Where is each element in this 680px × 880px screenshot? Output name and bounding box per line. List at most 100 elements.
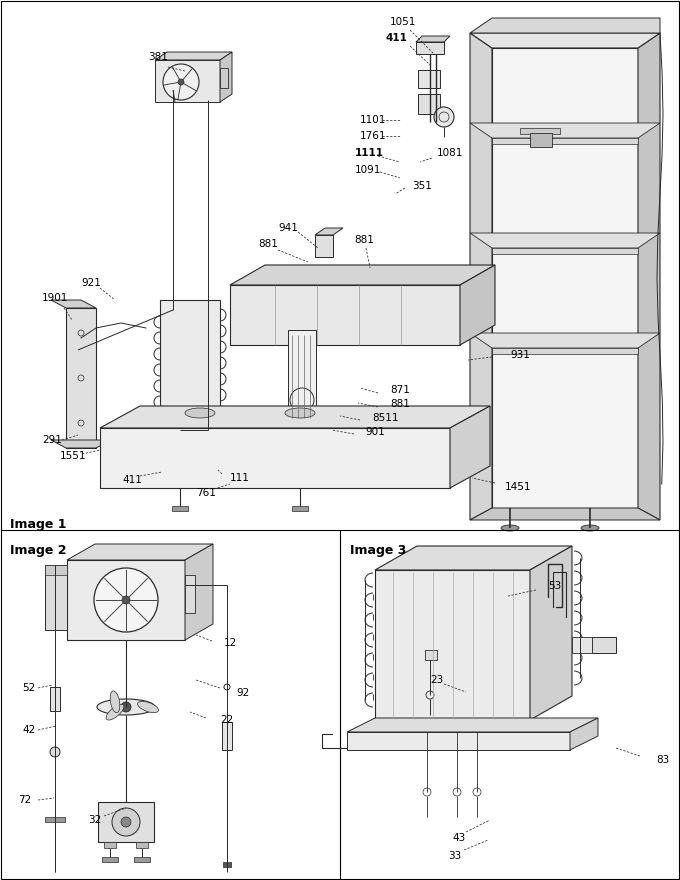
Polygon shape bbox=[155, 52, 232, 60]
Bar bbox=[50, 687, 60, 711]
Bar bbox=[104, 842, 116, 848]
Bar bbox=[492, 348, 638, 354]
Text: 931: 931 bbox=[510, 350, 530, 360]
Polygon shape bbox=[66, 308, 96, 448]
Text: 53: 53 bbox=[548, 581, 561, 591]
Text: 72: 72 bbox=[18, 795, 31, 805]
Bar bbox=[292, 506, 308, 511]
Polygon shape bbox=[470, 33, 660, 48]
Text: 1111: 1111 bbox=[355, 148, 384, 158]
Text: 52: 52 bbox=[22, 683, 35, 693]
Polygon shape bbox=[570, 718, 598, 750]
Bar bbox=[102, 857, 118, 862]
Polygon shape bbox=[470, 333, 660, 348]
Polygon shape bbox=[470, 18, 660, 33]
Bar bbox=[492, 48, 638, 508]
Bar bbox=[418, 70, 440, 88]
Ellipse shape bbox=[285, 408, 315, 418]
Bar bbox=[45, 817, 65, 822]
Text: 1901: 1901 bbox=[42, 293, 69, 303]
Polygon shape bbox=[375, 570, 530, 720]
Text: 1551: 1551 bbox=[60, 451, 86, 461]
Ellipse shape bbox=[581, 525, 599, 531]
Ellipse shape bbox=[501, 525, 519, 531]
Polygon shape bbox=[155, 60, 220, 102]
Text: 8511: 8511 bbox=[372, 413, 398, 423]
Text: 42: 42 bbox=[22, 725, 35, 735]
Bar bbox=[222, 722, 232, 750]
Text: 901: 901 bbox=[365, 427, 385, 437]
Circle shape bbox=[94, 568, 158, 632]
Text: Image 1: Image 1 bbox=[10, 518, 67, 531]
Text: 12: 12 bbox=[224, 638, 237, 648]
Text: 381: 381 bbox=[148, 52, 168, 62]
Bar bbox=[592, 637, 616, 653]
Polygon shape bbox=[460, 265, 495, 345]
Bar bbox=[136, 842, 148, 848]
Bar bbox=[223, 862, 231, 867]
Text: 881: 881 bbox=[354, 235, 374, 245]
Bar bbox=[67, 560, 185, 640]
Circle shape bbox=[121, 702, 131, 712]
Polygon shape bbox=[530, 546, 572, 720]
Polygon shape bbox=[470, 508, 660, 520]
Text: 32: 32 bbox=[88, 815, 101, 825]
Circle shape bbox=[121, 817, 131, 827]
Ellipse shape bbox=[110, 691, 120, 713]
Bar bbox=[425, 650, 437, 660]
Text: 941: 941 bbox=[278, 223, 298, 233]
Bar bbox=[416, 42, 444, 54]
Polygon shape bbox=[51, 300, 96, 308]
Text: 1051: 1051 bbox=[390, 17, 416, 27]
Ellipse shape bbox=[137, 701, 158, 713]
Text: Image 3: Image 3 bbox=[350, 544, 407, 557]
Text: Image 2: Image 2 bbox=[10, 544, 67, 557]
Circle shape bbox=[434, 107, 454, 127]
Polygon shape bbox=[230, 285, 460, 345]
Bar bbox=[418, 94, 440, 114]
Polygon shape bbox=[100, 406, 490, 428]
Text: 411: 411 bbox=[122, 475, 142, 485]
Ellipse shape bbox=[106, 704, 124, 720]
Bar bbox=[172, 506, 188, 511]
Text: 921: 921 bbox=[81, 278, 101, 288]
Bar bbox=[98, 802, 154, 842]
Circle shape bbox=[178, 79, 184, 85]
Polygon shape bbox=[100, 428, 450, 488]
Polygon shape bbox=[470, 33, 492, 520]
Text: 1761: 1761 bbox=[360, 131, 386, 141]
Bar bbox=[45, 565, 67, 630]
Text: 83: 83 bbox=[656, 755, 669, 765]
Circle shape bbox=[50, 747, 60, 757]
Bar bbox=[520, 128, 560, 134]
Text: 761: 761 bbox=[196, 488, 216, 498]
Bar bbox=[220, 68, 228, 88]
Text: 291: 291 bbox=[42, 435, 62, 445]
Text: 411: 411 bbox=[385, 33, 407, 43]
Text: 111: 111 bbox=[230, 473, 250, 483]
Text: 1091: 1091 bbox=[355, 165, 381, 175]
Polygon shape bbox=[450, 406, 490, 488]
Text: 1081: 1081 bbox=[437, 148, 463, 158]
Text: 881: 881 bbox=[258, 239, 278, 249]
Text: 33: 33 bbox=[448, 851, 461, 861]
Polygon shape bbox=[572, 637, 592, 653]
Bar bbox=[185, 575, 195, 613]
Polygon shape bbox=[315, 228, 343, 235]
Polygon shape bbox=[220, 52, 232, 102]
Ellipse shape bbox=[97, 699, 155, 715]
Ellipse shape bbox=[185, 408, 215, 418]
Bar bbox=[288, 330, 316, 418]
Polygon shape bbox=[416, 36, 450, 42]
Polygon shape bbox=[347, 732, 570, 750]
Bar bbox=[160, 300, 220, 410]
Polygon shape bbox=[375, 546, 572, 570]
Text: 881: 881 bbox=[390, 399, 410, 409]
Polygon shape bbox=[347, 718, 598, 732]
Text: 43: 43 bbox=[452, 833, 465, 843]
Text: 22: 22 bbox=[220, 715, 233, 725]
Bar bbox=[315, 235, 333, 257]
Bar bbox=[492, 248, 638, 254]
Text: 23: 23 bbox=[430, 675, 443, 685]
Text: 351: 351 bbox=[412, 181, 432, 191]
